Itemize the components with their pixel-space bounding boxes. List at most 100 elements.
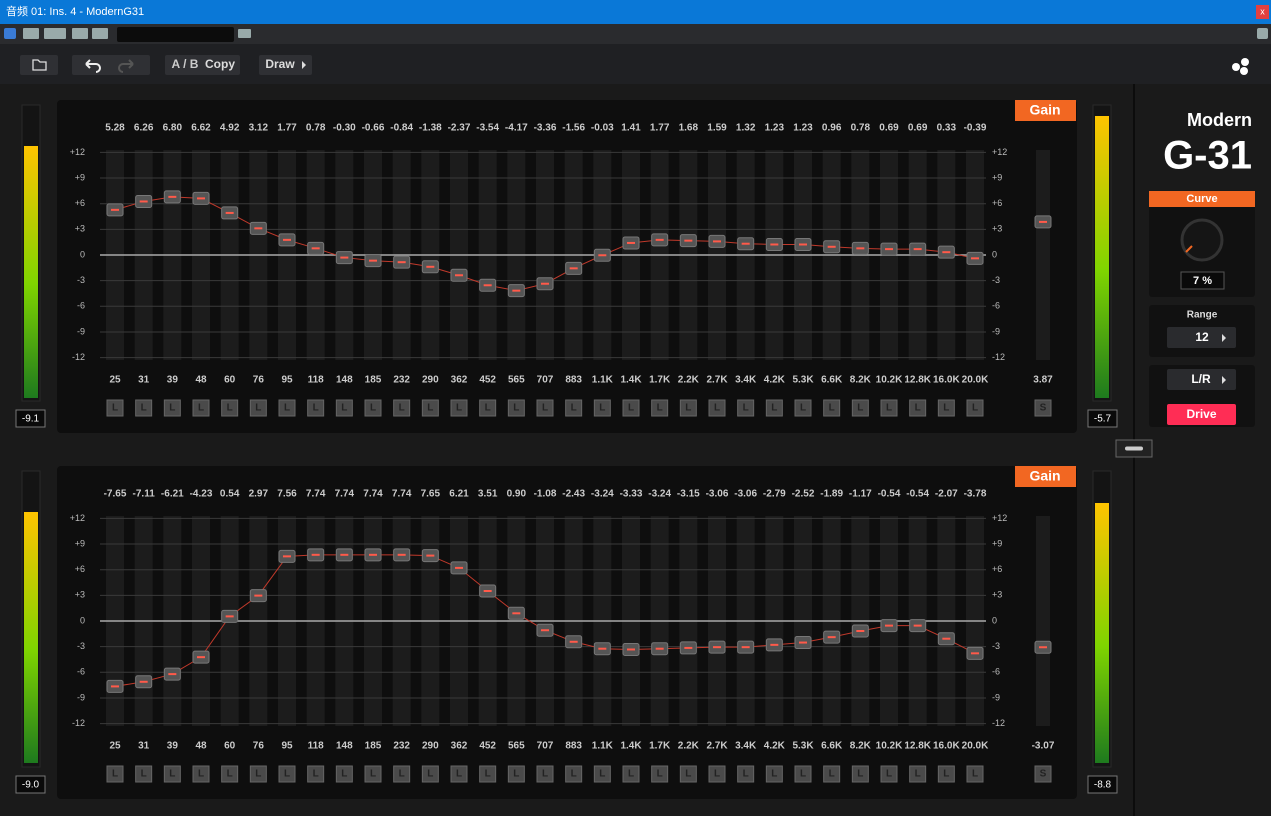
channel-button[interactable] <box>593 399 611 417</box>
channel-button[interactable] <box>135 399 153 417</box>
channel-button[interactable] <box>249 399 267 417</box>
channel-button[interactable] <box>450 399 468 417</box>
channel-button[interactable] <box>507 765 525 783</box>
title-bar <box>0 0 1271 24</box>
channel-button[interactable] <box>163 765 181 783</box>
channel-button[interactable] <box>880 399 898 417</box>
channel-button[interactable] <box>278 765 296 783</box>
channel-label: L <box>599 769 605 780</box>
channel-button[interactable] <box>708 399 726 417</box>
channel-button[interactable] <box>622 399 640 417</box>
channel-button[interactable] <box>364 399 382 417</box>
output-channel-button[interactable] <box>1034 765 1052 783</box>
undo-redo[interactable] <box>72 55 150 75</box>
channel-button[interactable] <box>106 399 124 417</box>
channel-button[interactable] <box>307 765 325 783</box>
channel-button[interactable] <box>823 765 841 783</box>
channel-button[interactable] <box>909 765 927 783</box>
scale-label-right: -6 <box>992 301 1000 311</box>
channel-button[interactable] <box>651 399 669 417</box>
band-gain: -7.11 <box>133 489 156 500</box>
close-button[interactable] <box>1256 5 1269 19</box>
channel-button[interactable] <box>737 765 755 783</box>
open-button[interactable] <box>20 55 58 75</box>
channel-button[interactable] <box>679 765 697 783</box>
ab-copy[interactable] <box>165 55 240 75</box>
channel-button[interactable] <box>737 399 755 417</box>
channel-button[interactable] <box>335 399 353 417</box>
channel-button[interactable] <box>622 765 640 783</box>
channel-button[interactable] <box>565 399 583 417</box>
channel-button[interactable] <box>393 765 411 783</box>
channel-button[interactable] <box>823 399 841 417</box>
band-frequency: 452 <box>479 741 496 752</box>
range-button[interactable] <box>1167 327 1236 348</box>
channel-button[interactable] <box>851 399 869 417</box>
band-gain: 1.23 <box>793 123 813 134</box>
channel-button[interactable] <box>221 765 239 783</box>
channel-button[interactable] <box>249 765 267 783</box>
scale-label-left: -6 <box>77 301 85 311</box>
channel-button[interactable] <box>765 765 783 783</box>
scale-label-left: +6 <box>75 198 85 208</box>
channel-button[interactable] <box>307 399 325 417</box>
channel-button[interactable] <box>421 399 439 417</box>
scale-label-right: +9 <box>992 538 1002 548</box>
channel-button[interactable] <box>794 765 812 783</box>
output-channel-label: S <box>1040 403 1047 414</box>
channel-button[interactable] <box>536 399 554 417</box>
channel-button[interactable] <box>880 765 898 783</box>
channel-button[interactable] <box>937 399 955 417</box>
band-frequency: 6.6K <box>821 375 843 386</box>
draw-button[interactable] <box>259 55 312 75</box>
channel-button[interactable] <box>851 765 869 783</box>
channel-button[interactable] <box>278 399 296 417</box>
channel-button[interactable] <box>536 765 554 783</box>
channel-button[interactable] <box>966 399 984 417</box>
channel-button[interactable] <box>421 765 439 783</box>
output-channel-button[interactable] <box>1034 399 1052 417</box>
channel-button[interactable] <box>393 399 411 417</box>
band-gain: -3.06 <box>734 489 757 500</box>
channel-button[interactable] <box>479 399 497 417</box>
channel-button[interactable] <box>364 765 382 783</box>
drive-button[interactable] <box>1167 404 1236 425</box>
channel-button[interactable] <box>221 399 239 417</box>
channel-button[interactable] <box>966 765 984 783</box>
channel-button[interactable] <box>450 765 468 783</box>
channel-button[interactable] <box>135 765 153 783</box>
channel-button[interactable] <box>565 765 583 783</box>
channel-button[interactable] <box>679 399 697 417</box>
channel-button[interactable] <box>593 765 611 783</box>
channel-button[interactable] <box>765 399 783 417</box>
band-gain: -3.24 <box>591 489 614 500</box>
channel-button[interactable] <box>479 765 497 783</box>
channel-button[interactable] <box>708 765 726 783</box>
gain-tab[interactable] <box>1015 466 1076 487</box>
channel-button[interactable] <box>192 765 210 783</box>
band-gain: 1.41 <box>621 123 641 134</box>
channel-button[interactable] <box>163 399 181 417</box>
channel-button[interactable] <box>335 765 353 783</box>
band-frequency: 290 <box>422 375 439 386</box>
logo-icon[interactable] <box>1232 58 1249 75</box>
scale-label-left: +12 <box>70 513 85 523</box>
band-gain: 7.74 <box>335 489 355 500</box>
band-gain: 0.90 <box>507 489 527 500</box>
gain-tab[interactable] <box>1015 100 1076 121</box>
channel-button[interactable] <box>192 399 210 417</box>
scale-label-right: +3 <box>992 590 1002 600</box>
host-icons[interactable] <box>4 27 1268 42</box>
channel-button[interactable] <box>651 765 669 783</box>
channel-button[interactable] <box>106 765 124 783</box>
curve-knob[interactable] <box>1180 218 1224 262</box>
mode-button[interactable] <box>1167 369 1236 390</box>
channel-button[interactable] <box>794 399 812 417</box>
band-frequency: 48 <box>195 375 207 386</box>
close-label: x <box>1260 6 1265 16</box>
band-gain: -3.78 <box>964 489 987 500</box>
channel-button[interactable] <box>909 399 927 417</box>
channel-button[interactable] <box>507 399 525 417</box>
channel-button[interactable] <box>937 765 955 783</box>
band-frequency: 118 <box>308 375 325 386</box>
